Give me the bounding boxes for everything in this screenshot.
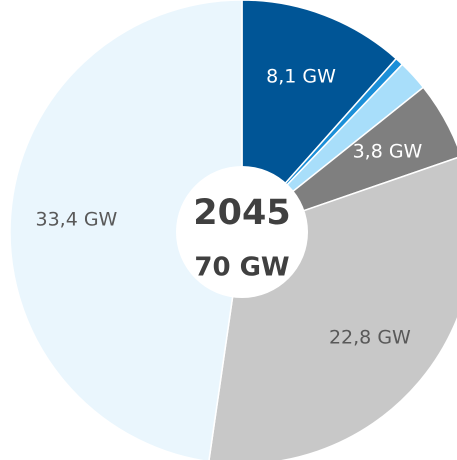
slice-label: 33,4 GW — [35, 209, 117, 231]
slice-label: 22,8 GW — [329, 326, 411, 348]
center-total: 70 GW — [194, 253, 289, 283]
center-title: 2045 — [193, 193, 290, 233]
donut-hole — [176, 166, 308, 298]
slice-label: 3,8 GW — [353, 141, 423, 163]
slice — [241, 0, 398, 234]
slice — [9, 0, 243, 460]
slice-label: 8,1 GW — [266, 65, 336, 87]
